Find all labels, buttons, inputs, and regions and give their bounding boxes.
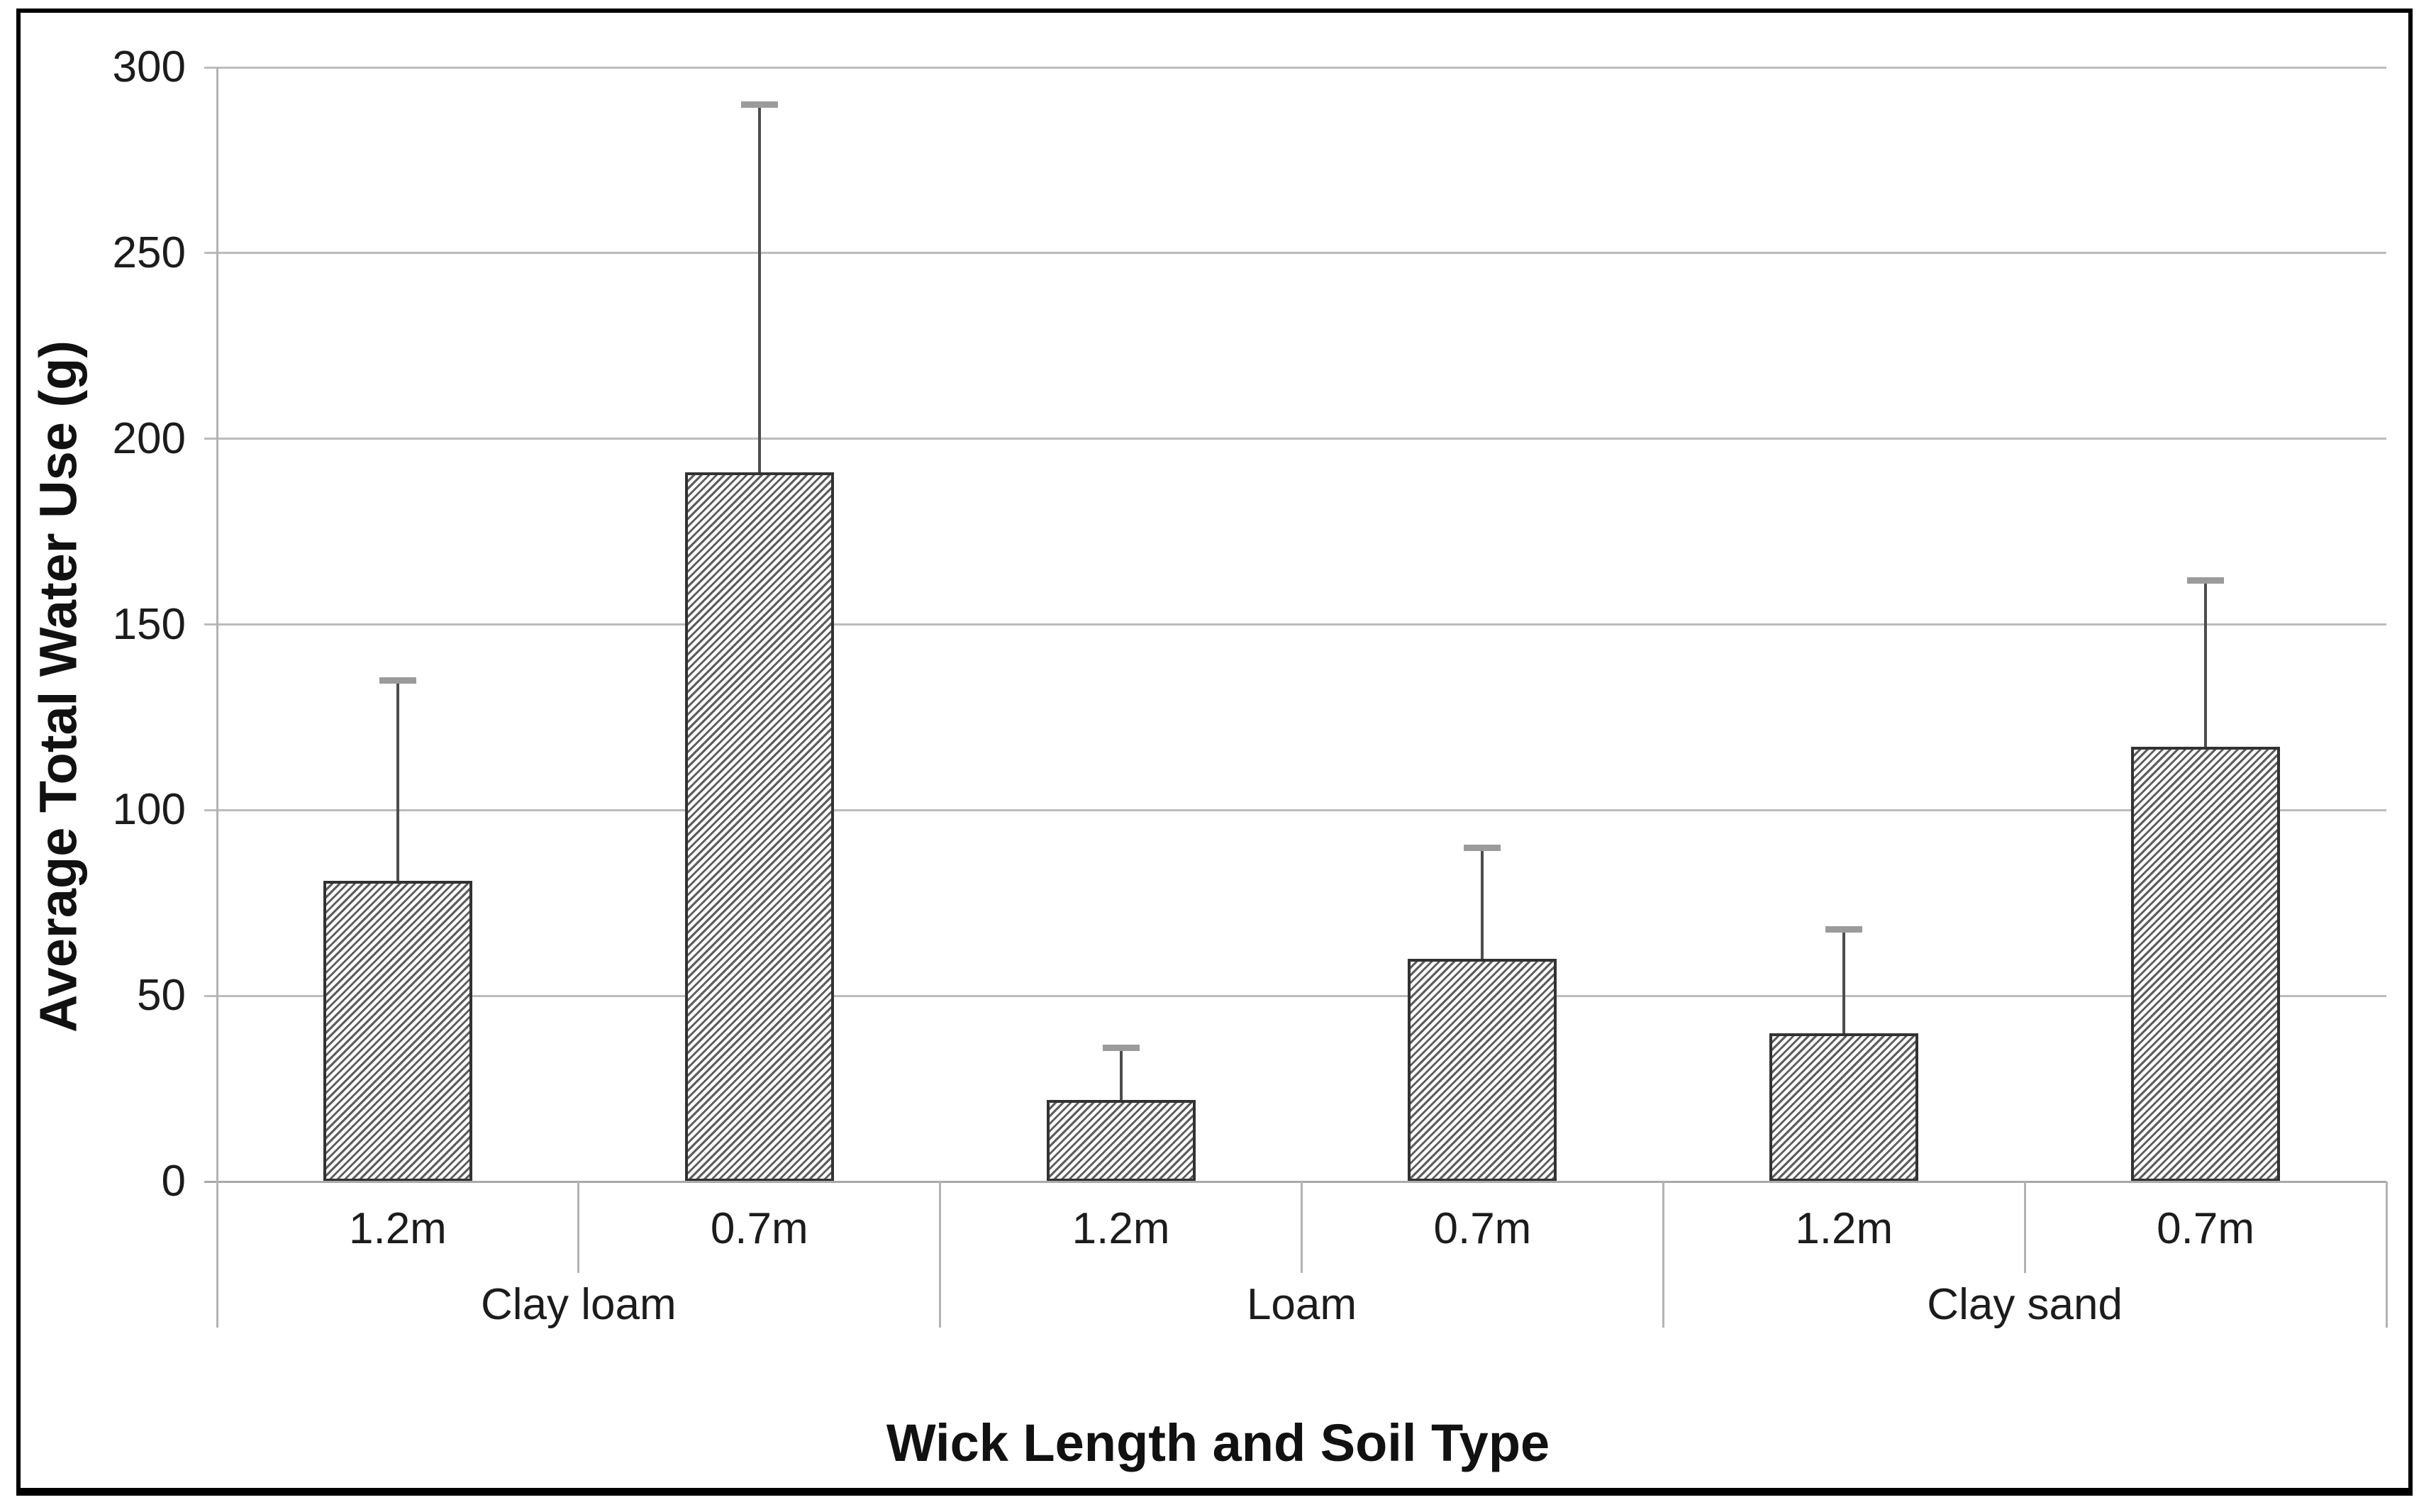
error-bar xyxy=(2204,579,2208,747)
y-tick-label: 200 xyxy=(112,413,186,463)
chart-border xyxy=(16,9,2413,1496)
gridline-150 xyxy=(204,623,2386,626)
y-tick-label: 100 xyxy=(112,785,186,835)
y-tick-label: 0 xyxy=(161,1157,186,1206)
group-separator xyxy=(1662,1182,1664,1328)
group-separator xyxy=(2385,1182,2388,1328)
x-axis-line xyxy=(204,1180,2386,1183)
gridline-250 xyxy=(204,252,2386,255)
gridline-50 xyxy=(204,994,2386,997)
error-bar xyxy=(1119,1047,1123,1100)
error-bar xyxy=(757,104,761,472)
error-bar-cap xyxy=(740,101,778,109)
gridline-200 xyxy=(204,438,2386,440)
error-bar xyxy=(1481,847,1484,959)
category-tick xyxy=(2023,1182,2026,1273)
category-label: 0.7m xyxy=(710,1204,808,1253)
category-label: 1.2m xyxy=(348,1204,447,1253)
gridline-100 xyxy=(204,808,2386,811)
bar-clay-sand-1.2m xyxy=(1769,1033,1919,1182)
y-tick-label: 150 xyxy=(112,599,186,649)
group-separator xyxy=(939,1182,942,1328)
category-label: 1.2m xyxy=(1795,1204,1893,1253)
error-bar-cap xyxy=(2187,577,2225,584)
group-label: Clay sand xyxy=(1927,1280,2123,1329)
gridline-300 xyxy=(204,66,2386,69)
error-bar-cap xyxy=(1102,1045,1140,1052)
category-label: 1.2m xyxy=(1072,1204,1170,1253)
group-label: Loam xyxy=(1246,1280,1357,1329)
category-tick xyxy=(1301,1182,1303,1273)
category-label: 0.7m xyxy=(1433,1204,1532,1253)
category-tick xyxy=(577,1182,580,1273)
bar-clay-loam-1.2m xyxy=(323,880,472,1182)
error-bar-cap xyxy=(379,677,416,684)
x-axis-title: Wick Length and Soil Type xyxy=(886,1413,1550,1472)
y-axis-line xyxy=(216,67,218,1328)
error-bar-cap xyxy=(1464,844,1501,851)
y-tick-label: 300 xyxy=(112,43,186,91)
bar-loam-0.7m xyxy=(1408,958,1557,1182)
error-bar-cap xyxy=(1825,925,1863,933)
y-tick-label: 50 xyxy=(137,971,186,1021)
y-tick-label: 250 xyxy=(112,228,186,277)
error-bar xyxy=(396,680,399,881)
bar-clay-sand-0.7m xyxy=(2131,747,2281,1182)
y-axis-title: Average Total Water Use (g) xyxy=(28,340,88,1033)
group-label: Clay loam xyxy=(481,1280,677,1329)
category-label: 0.7m xyxy=(2157,1204,2254,1253)
error-bar xyxy=(1842,928,1846,1033)
bar-clay-loam-0.7m xyxy=(684,472,834,1182)
bar-loam-1.2m xyxy=(1046,1099,1196,1182)
